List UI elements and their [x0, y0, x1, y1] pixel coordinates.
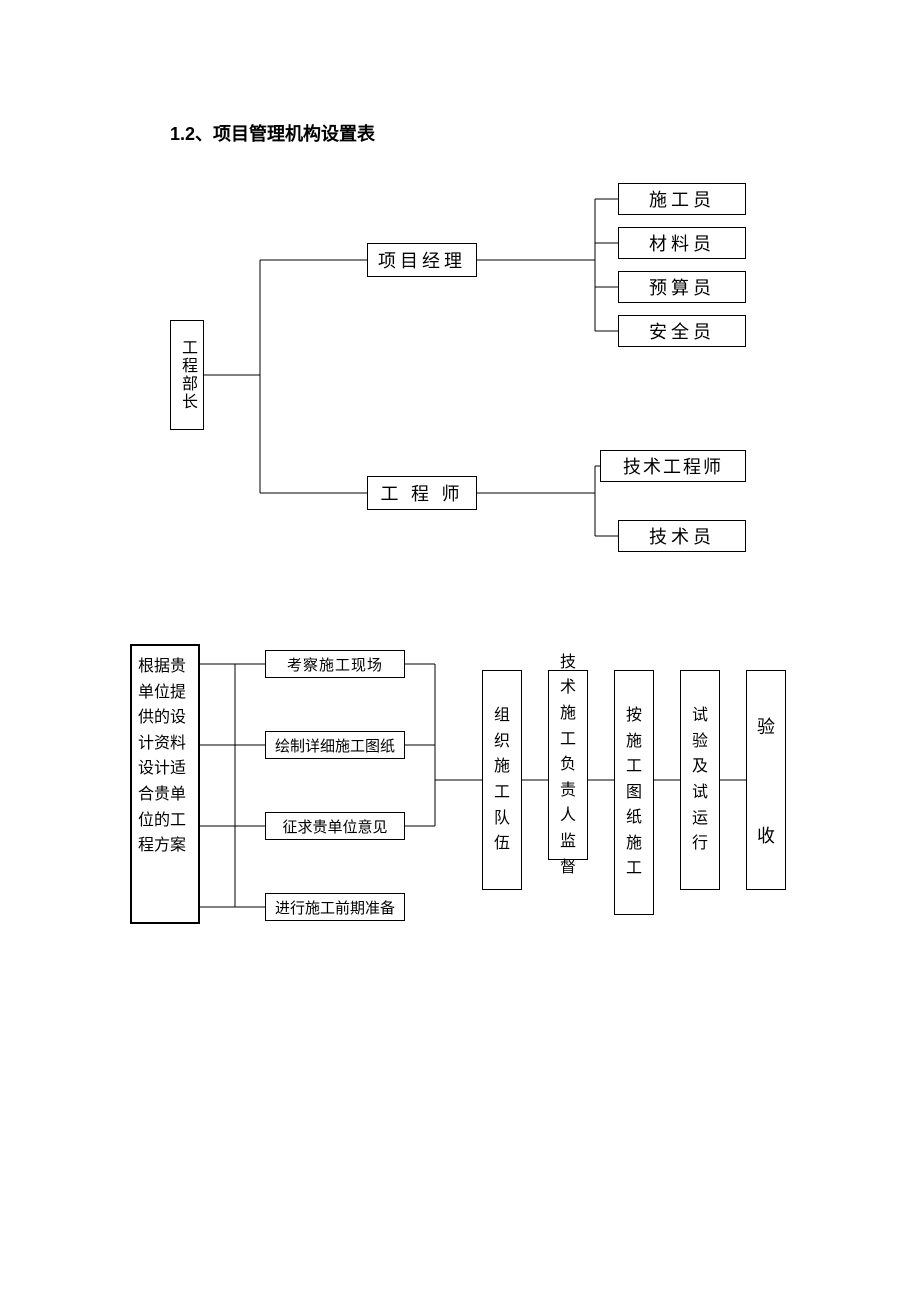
flow-step-3-label: 试验及试运行 [687, 703, 713, 857]
flow-end: 验 收 [746, 670, 786, 890]
flow-step-3: 试验及试运行 [680, 670, 720, 890]
flow-step-2: 按施工图纸施工 [614, 670, 654, 915]
flow-branch-2: 征求贵单位意见 [265, 812, 405, 840]
flow-branch-0-label: 考察施工现场 [287, 654, 383, 675]
flow-end-top: 验 [757, 713, 775, 739]
org-manager-child-3: 安全员 [618, 315, 746, 347]
flow-branch-0: 考察施工现场 [265, 650, 405, 678]
flow-start-label: 根据贵单位提供的设计资料设计适合贵单位的工程方案 [138, 654, 192, 859]
flow-branch-3-label: 进行施工前期准备 [275, 897, 395, 918]
org-engineer-child-0: 技术工程师 [600, 450, 746, 482]
flow-step-1: 技术施工负责人监督 [548, 670, 588, 860]
org-manager-child-1-label: 材料员 [649, 230, 715, 256]
org-manager-child-2-label: 预算员 [649, 274, 715, 300]
org-manager-child-1: 材料员 [618, 227, 746, 259]
flow-branch-1-label: 绘制详细施工图纸 [275, 735, 395, 756]
flow-start: 根据贵单位提供的设计资料设计适合贵单位的工程方案 [130, 644, 200, 924]
org-engineer: 工 程 师 [367, 476, 477, 510]
org-root: 工程部长 [170, 320, 204, 430]
org-engineer-label: 工 程 师 [381, 480, 464, 506]
org-manager-child-0: 施工员 [618, 183, 746, 215]
flow-branch-3: 进行施工前期准备 [265, 893, 405, 921]
org-engineer-child-1-label: 技术员 [649, 523, 715, 549]
flow-step-0: 组织施工队伍 [482, 670, 522, 890]
org-manager-child-3-label: 安全员 [649, 318, 715, 344]
org-manager-child-0-label: 施工员 [649, 186, 715, 212]
org-engineer-child-0-label: 技术工程师 [623, 453, 723, 479]
flow-step-2-label: 按施工图纸施工 [621, 703, 647, 882]
flow-branch-2-label: 征求贵单位意见 [282, 816, 387, 837]
page-title: 1.2、项目管理机构设置表 [170, 120, 375, 146]
org-engineer-child-1: 技术员 [618, 520, 746, 552]
flow-step-1-label: 技术施工负责人监督 [555, 650, 581, 880]
org-manager-child-2: 预算员 [618, 271, 746, 303]
flow-branch-1: 绘制详细施工图纸 [265, 731, 405, 759]
flow-step-0-label: 组织施工队伍 [489, 703, 515, 857]
flow-end-bottom: 收 [757, 822, 775, 848]
org-manager-label: 项目经理 [378, 247, 466, 273]
org-root-label: 工程部长 [175, 339, 199, 411]
org-manager: 项目经理 [367, 243, 477, 277]
